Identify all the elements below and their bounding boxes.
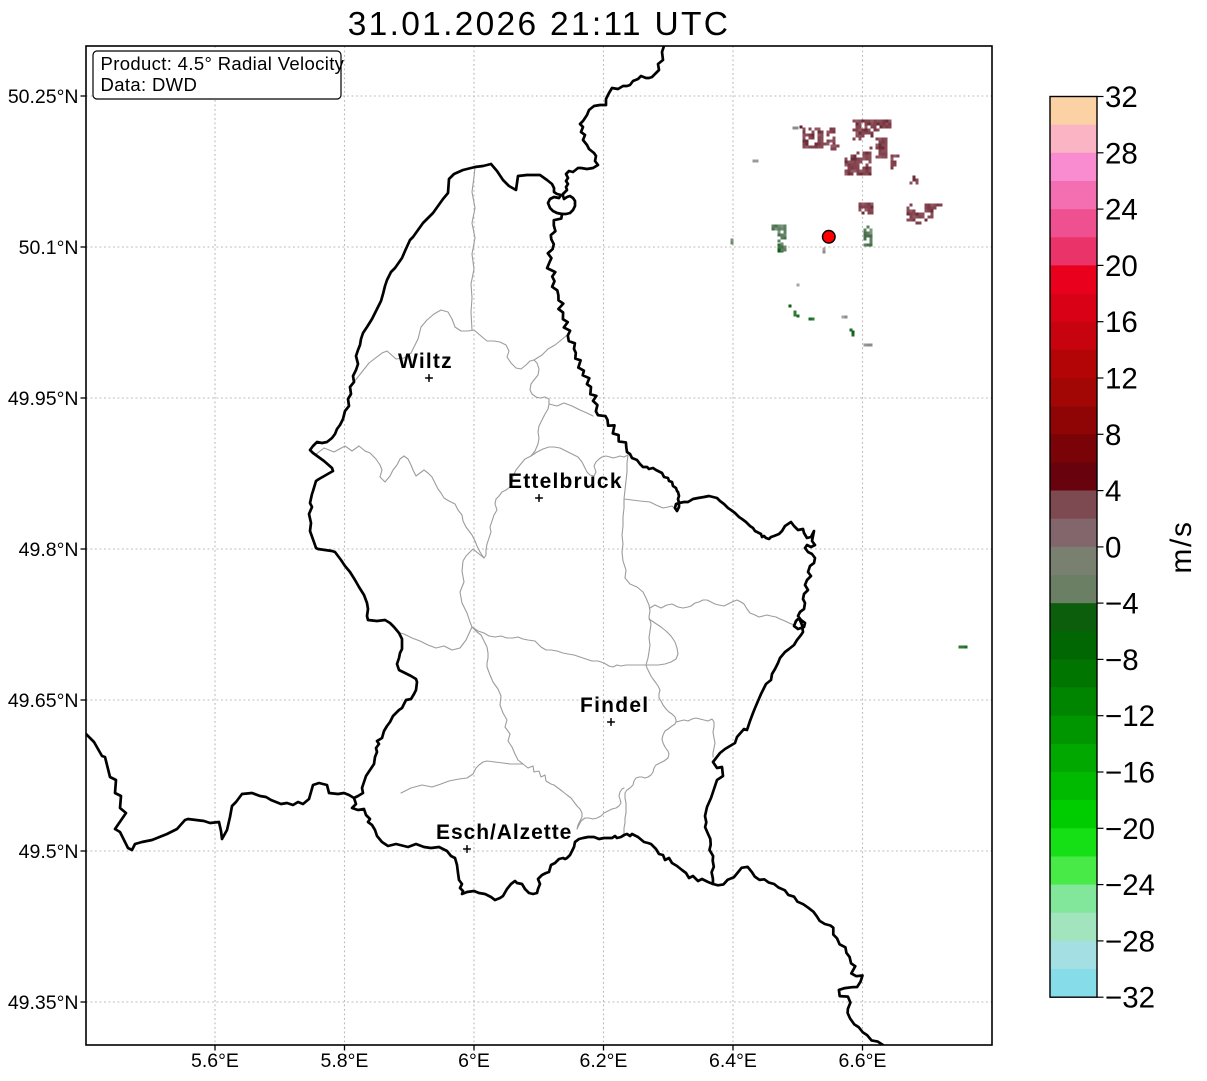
svg-text:−24: −24 [1105, 869, 1155, 902]
svg-text:32: 32 [1105, 81, 1138, 114]
svg-text:49.35°N: 49.35°N [8, 992, 79, 1014]
svg-text:5.8°E: 5.8°E [321, 1050, 369, 1072]
svg-text:−4: −4 [1105, 588, 1139, 621]
svg-text:Wiltz: Wiltz [398, 350, 453, 373]
svg-text:8: 8 [1105, 419, 1121, 452]
svg-text:Data: DWD: Data: DWD [101, 74, 198, 95]
svg-text:12: 12 [1105, 363, 1138, 396]
svg-text:28: 28 [1105, 137, 1138, 170]
svg-text:50.1°N: 50.1°N [19, 237, 79, 259]
svg-text:−32: −32 [1105, 982, 1155, 1015]
svg-text:0: 0 [1105, 531, 1121, 564]
svg-text:6.4°E: 6.4°E [709, 1050, 757, 1072]
svg-text:−20: −20 [1105, 813, 1155, 846]
svg-text:−8: −8 [1105, 644, 1139, 677]
svg-text:Esch/Alzette: Esch/Alzette [436, 821, 572, 844]
svg-text:m/s: m/s [1165, 520, 1198, 573]
svg-text:6.2°E: 6.2°E [580, 1050, 628, 1072]
svg-text:31.01.2026 21:11 UTC: 31.01.2026 21:11 UTC [348, 6, 730, 43]
svg-text:Ettelbruck: Ettelbruck [508, 470, 623, 493]
svg-text:−12: −12 [1105, 700, 1155, 733]
svg-text:16: 16 [1105, 306, 1138, 339]
svg-text:−28: −28 [1105, 925, 1155, 958]
svg-text:Product: 4.5° Radial Velocity: Product: 4.5° Radial Velocity [101, 53, 345, 74]
svg-text:49.95°N: 49.95°N [8, 388, 79, 410]
svg-text:4: 4 [1105, 475, 1121, 508]
svg-text:49.5°N: 49.5°N [19, 841, 79, 863]
svg-text:Findel: Findel [580, 694, 649, 717]
svg-text:49.8°N: 49.8°N [19, 539, 79, 561]
svg-text:−16: −16 [1105, 757, 1155, 790]
svg-text:50.25°N: 50.25°N [8, 86, 79, 108]
svg-text:49.65°N: 49.65°N [8, 690, 79, 712]
svg-text:6.6°E: 6.6°E [839, 1050, 887, 1072]
svg-text:5.6°E: 5.6°E [191, 1050, 239, 1072]
svg-text:20: 20 [1105, 250, 1138, 283]
svg-text:6°E: 6°E [458, 1050, 490, 1072]
svg-text:24: 24 [1105, 194, 1138, 227]
